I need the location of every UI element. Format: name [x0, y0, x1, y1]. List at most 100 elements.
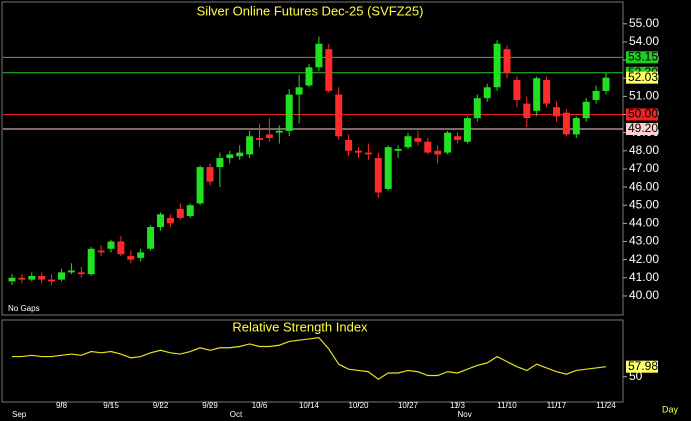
- price-frame: [1, 1, 624, 316]
- candle-body: [345, 139, 353, 151]
- y-tick-label: 43.00: [629, 234, 659, 248]
- candle-body: [364, 152, 372, 155]
- candle-body: [592, 90, 600, 100]
- candle-body: [454, 136, 461, 140]
- last-value-label: 57.98: [628, 359, 658, 373]
- x-tick-label: 11/17: [547, 401, 567, 410]
- y-tick-label: 48.00: [629, 143, 659, 157]
- candle-body: [315, 43, 323, 68]
- rsi-title: Relative Strength Index: [232, 319, 368, 334]
- period-label: Day: [662, 404, 679, 414]
- candle-body: [602, 77, 610, 91]
- y-tick-label: 54.00: [629, 34, 659, 48]
- candle-body: [97, 250, 105, 253]
- candle-body: [394, 148, 402, 151]
- x-tick-label: 10/6: [252, 401, 268, 410]
- candle-body: [374, 158, 382, 193]
- candle-body: [513, 80, 521, 100]
- candle-body: [28, 275, 36, 280]
- candle-body: [335, 94, 343, 137]
- y-tick-label: 44.00: [629, 216, 659, 230]
- candle-body: [216, 158, 224, 168]
- level-label: 50.00: [628, 107, 658, 121]
- candle-body: [8, 277, 16, 282]
- y-tick-label: 55.00: [629, 16, 659, 30]
- candle-body: [325, 49, 333, 91]
- candle-body: [444, 132, 452, 153]
- y-tick-label: 40.00: [629, 288, 659, 302]
- candle-body: [543, 80, 551, 104]
- candle-body: [186, 205, 194, 217]
- y-tick-label: 47.00: [629, 161, 659, 175]
- x-tick-label: 10/27: [398, 401, 419, 410]
- candle-body: [533, 78, 541, 111]
- month-label: Nov: [458, 410, 472, 419]
- candle-body: [503, 49, 511, 73]
- month-label: Oct: [230, 410, 243, 419]
- candle-body: [176, 208, 184, 218]
- candle-body: [107, 241, 115, 249]
- candle-body: [87, 248, 95, 275]
- candle-body: [404, 136, 412, 148]
- candle-body: [384, 147, 392, 189]
- y-tick-label: 45.00: [629, 197, 659, 211]
- candle-body: [67, 270, 75, 273]
- candle-body: [246, 136, 254, 155]
- candle-body: [572, 118, 580, 135]
- level-label: 53.15: [628, 50, 658, 64]
- candle-body: [355, 150, 362, 153]
- candle-body: [18, 277, 26, 280]
- candle-body: [265, 134, 273, 139]
- candle-body: [58, 272, 65, 280]
- x-tick-label: 10/14: [299, 401, 320, 410]
- candle-body: [196, 167, 204, 204]
- level-label: 49.20: [628, 121, 658, 135]
- level-label-box: [626, 108, 658, 121]
- candle-body: [48, 279, 56, 282]
- candle-body: [117, 241, 125, 255]
- x-tick-label: 9/29: [202, 401, 218, 410]
- x-tick-label: 10/20: [348, 401, 369, 410]
- candle-body: [166, 217, 174, 224]
- rsi-frame: [1, 319, 624, 403]
- last-value-box: [626, 360, 658, 373]
- y-tick-label: 41.00: [629, 270, 659, 284]
- x-tick-label: 9/15: [103, 401, 119, 410]
- y-tick-label: 51.00: [629, 89, 659, 103]
- candle-body: [285, 94, 293, 131]
- last-price-label: 52.03: [628, 70, 658, 84]
- candle-body: [226, 154, 234, 159]
- candle-body: [157, 214, 164, 227]
- candle-body: [295, 87, 303, 95]
- candle-body: [473, 98, 481, 119]
- candle-body: [236, 152, 244, 157]
- candle-body: [582, 101, 590, 119]
- candle-body: [206, 167, 214, 182]
- candle-body: [493, 43, 501, 88]
- x-tick-label: 11/24: [596, 401, 616, 410]
- candle-body: [38, 275, 46, 280]
- candle-body: [147, 226, 155, 249]
- level-label-box: [626, 123, 658, 136]
- x-tick-label: 9/22: [153, 401, 169, 410]
- chart-title: Silver Online Futures Dec-25 (SVFZ25): [197, 3, 424, 18]
- candle-body: [463, 118, 471, 142]
- last-price-box: [626, 71, 658, 84]
- candle-body: [137, 252, 145, 258]
- candle-body: [77, 272, 85, 275]
- level-label-box: [626, 51, 658, 64]
- candle-body: [424, 141, 432, 153]
- candle-body: [414, 138, 422, 142]
- x-tick-label: 11/10: [497, 401, 517, 410]
- note: No Gaps: [8, 304, 40, 313]
- candle-body: [523, 103, 531, 119]
- candle-body: [434, 150, 442, 155]
- candle-body: [553, 107, 560, 117]
- rsi-line: [12, 337, 607, 381]
- candle-body: [562, 112, 570, 135]
- x-tick-label: 11/3: [450, 401, 466, 410]
- x-tick-label: 9/8: [56, 401, 68, 410]
- candle-body: [275, 130, 283, 133]
- candle-body: [305, 67, 313, 86]
